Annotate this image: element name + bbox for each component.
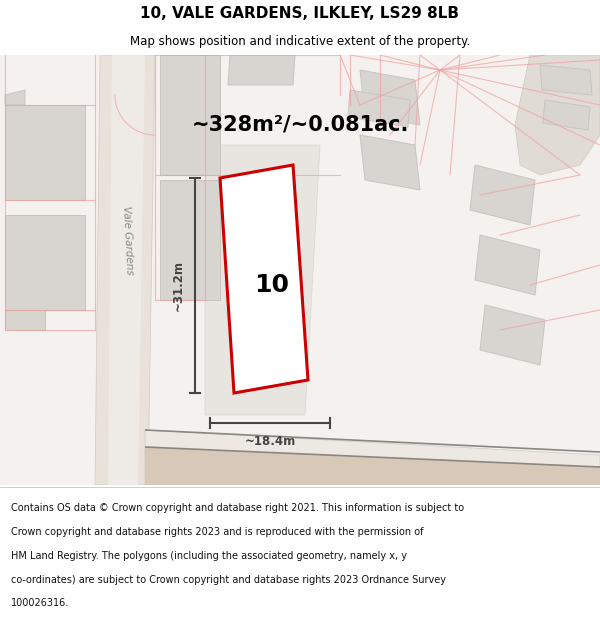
Polygon shape	[5, 310, 45, 330]
Text: 10: 10	[254, 273, 290, 297]
Text: ~328m²/~0.081ac.: ~328m²/~0.081ac.	[191, 115, 409, 135]
Text: HM Land Registry. The polygons (including the associated geometry, namely x, y: HM Land Registry. The polygons (includin…	[11, 551, 407, 561]
Polygon shape	[5, 215, 85, 310]
Text: co-ordinates) are subject to Crown copyright and database rights 2023 Ordnance S: co-ordinates) are subject to Crown copyr…	[11, 574, 446, 584]
Text: Crown copyright and database rights 2023 and is reproduced with the permission o: Crown copyright and database rights 2023…	[11, 527, 424, 537]
Polygon shape	[160, 55, 220, 175]
Polygon shape	[540, 65, 592, 95]
Polygon shape	[95, 55, 155, 485]
Polygon shape	[480, 305, 545, 365]
Text: ~18.4m: ~18.4m	[244, 435, 296, 448]
Text: 100026316.: 100026316.	[11, 598, 69, 608]
Text: ~31.2m: ~31.2m	[172, 260, 185, 311]
Polygon shape	[220, 165, 308, 393]
Text: Map shows position and indicative extent of the property.: Map shows position and indicative extent…	[130, 35, 470, 48]
Polygon shape	[205, 145, 320, 415]
Polygon shape	[5, 90, 25, 105]
Polygon shape	[475, 235, 540, 295]
Polygon shape	[543, 100, 590, 130]
Polygon shape	[160, 180, 220, 300]
Polygon shape	[5, 105, 85, 200]
Text: 10, VALE GARDENS, ILKLEY, LS29 8LB: 10, VALE GARDENS, ILKLEY, LS29 8LB	[140, 6, 460, 21]
Polygon shape	[228, 55, 295, 85]
Polygon shape	[360, 70, 420, 125]
Polygon shape	[0, 55, 600, 485]
Polygon shape	[515, 55, 600, 175]
Text: Vale Gardens: Vale Gardens	[121, 205, 135, 275]
Polygon shape	[145, 430, 600, 485]
Polygon shape	[348, 90, 410, 127]
Polygon shape	[108, 55, 145, 485]
Polygon shape	[470, 165, 535, 225]
Polygon shape	[360, 135, 420, 190]
Text: Contains OS data © Crown copyright and database right 2021. This information is : Contains OS data © Crown copyright and d…	[11, 503, 464, 513]
Polygon shape	[145, 447, 600, 485]
